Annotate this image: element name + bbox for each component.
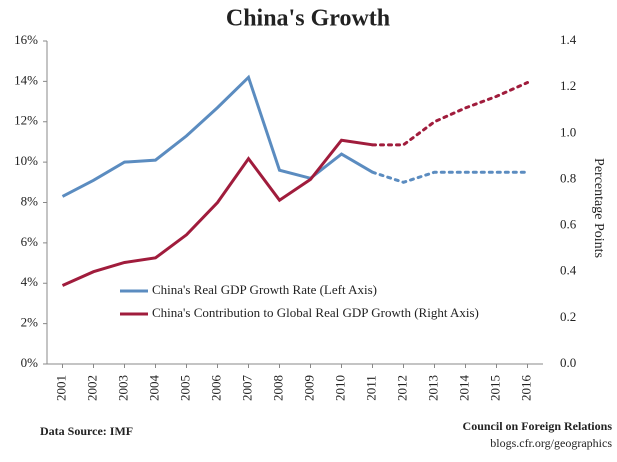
projected-line (371, 170, 529, 184)
x-tick-label: 2005 (177, 375, 192, 401)
y-tick-label: 4% (21, 274, 39, 289)
y2-tick-label: 0.4 (560, 263, 577, 278)
x-tick-label: 2007 (239, 375, 254, 402)
x-tick-label: 2009 (301, 375, 316, 401)
y-tick-label: 2% (21, 315, 39, 330)
legend-label: China's Contribution to Global Real GDP … (152, 305, 479, 320)
x-tick-label: 2013 (425, 375, 440, 401)
y2-tick-label: 0.6 (560, 217, 577, 232)
y2-tick-label: 1.2 (560, 78, 576, 93)
x-tick-label: 2002 (84, 375, 99, 401)
y2-tick-label: 1.4 (560, 32, 577, 47)
x-tick-label: 2012 (394, 375, 409, 401)
y2-tick-label: 0.2 (560, 309, 576, 324)
x-tick-label: 2001 (53, 375, 68, 401)
y-tick-label: 8% (21, 193, 39, 208)
y-tick-label: 16% (14, 32, 38, 47)
x-tick-label: 2006 (208, 375, 223, 402)
y-tick-label: 14% (14, 72, 38, 87)
source: Data Source: IMF (40, 424, 133, 438)
y2-tick-label: 0.0 (560, 355, 576, 370)
x-tick-label: 2011 (363, 375, 378, 401)
y-tick-label: 6% (21, 234, 39, 249)
projected-line (371, 81, 529, 147)
legend-label: China's Real GDP Growth Rate (Left Axis) (152, 282, 377, 297)
y-tick-label: 0% (21, 355, 39, 370)
y2-tick-label: 1.0 (560, 124, 576, 139)
y-tick-label: 10% (14, 153, 38, 168)
chart-title: China's Growth (226, 6, 390, 32)
x-tick-label: 2015 (487, 375, 502, 401)
y2-tick-label: 0.8 (560, 170, 576, 185)
series-line (61, 138, 373, 287)
x-tick-label: 2016 (518, 375, 533, 402)
x-tick-label: 2008 (270, 375, 285, 401)
x-tick-label: 2014 (456, 375, 471, 402)
y2-axis-label: Percentage Points (591, 158, 606, 258)
x-tick-label: 2004 (146, 375, 161, 402)
x-tick-label: 2003 (115, 375, 130, 401)
y-tick-label: 12% (14, 113, 38, 128)
credit-url: blogs.cfr.org/geographics (490, 436, 612, 450)
series-line (61, 74, 374, 198)
credit: Council on Foreign Relations (463, 419, 613, 433)
x-tick-label: 2010 (332, 375, 347, 401)
